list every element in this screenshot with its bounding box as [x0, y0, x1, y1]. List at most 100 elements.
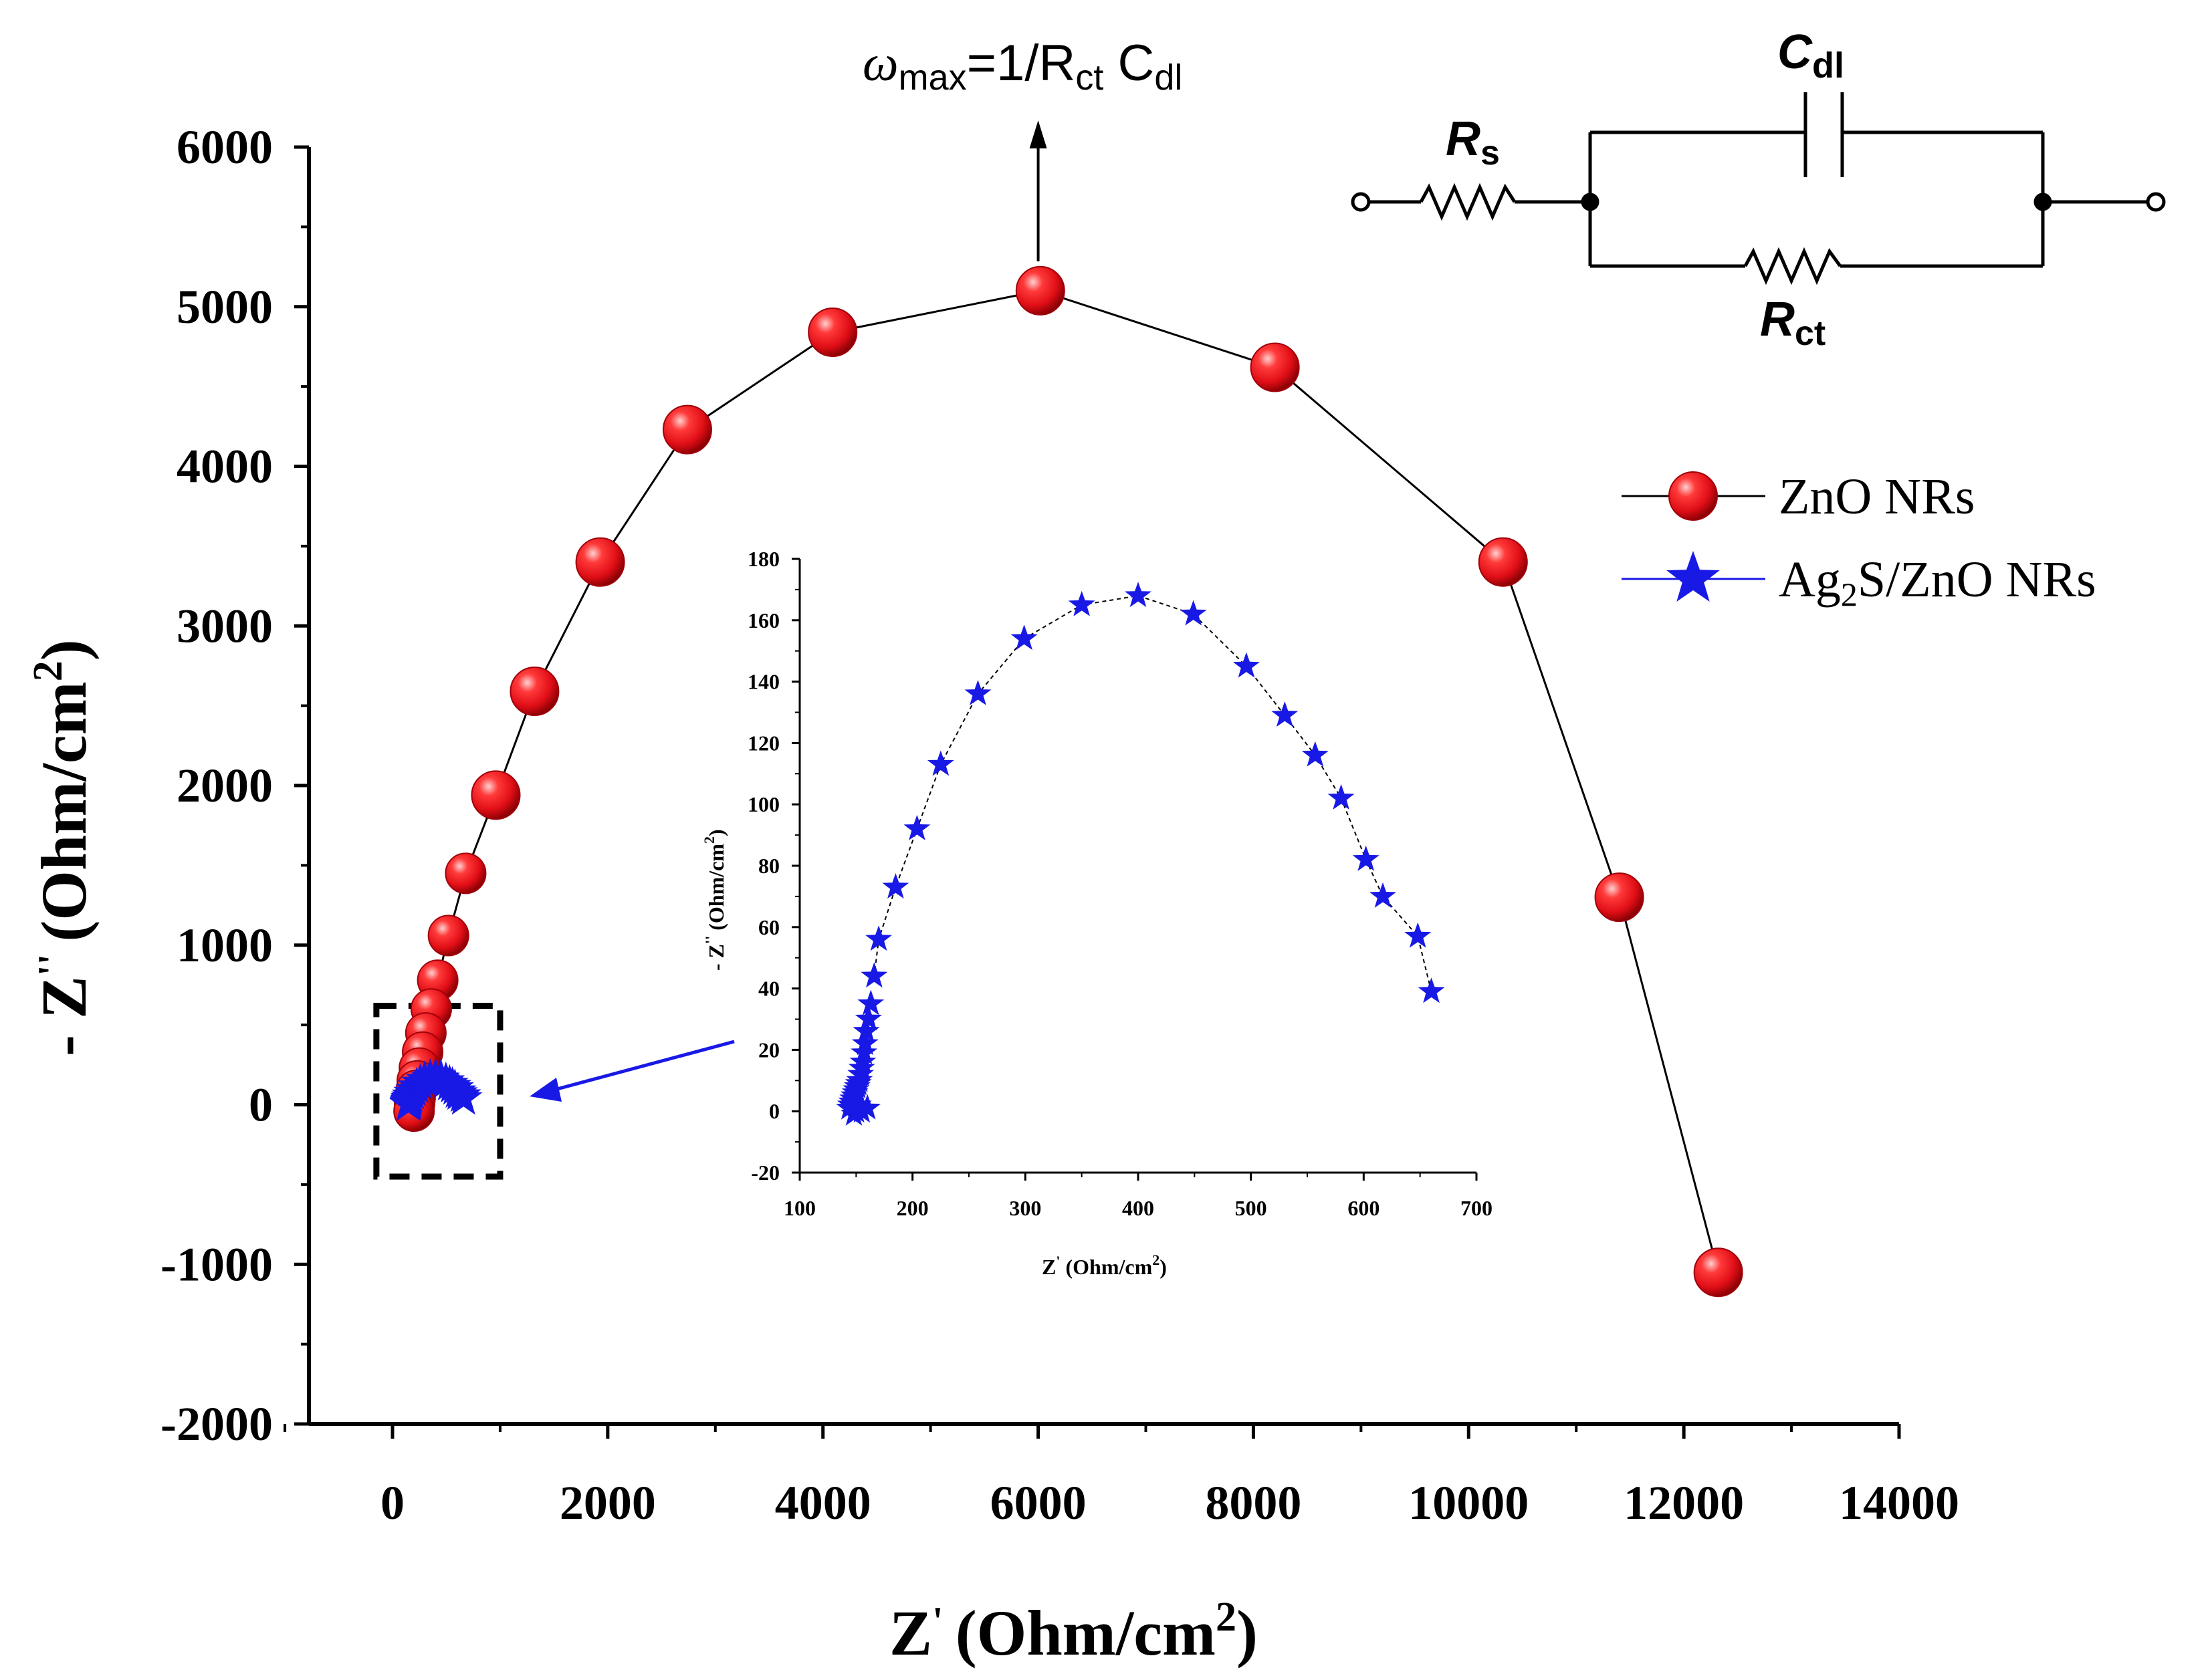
ag2s-data-point — [389, 1084, 428, 1121]
inset-ag2s-data-point — [882, 873, 909, 899]
main-x-tick-label: 14000 — [1839, 1476, 1959, 1530]
inset-ag2s-data-point — [1068, 590, 1095, 616]
main-y-tick-label: -1000 — [160, 1237, 273, 1291]
main-y-tick-label: -2000 — [160, 1397, 273, 1451]
inset-x-tick-label: 400 — [1122, 1196, 1154, 1220]
zno-data-point — [808, 307, 858, 357]
main-x-tick-label: 2000 — [560, 1476, 656, 1530]
zno-data-point — [662, 404, 712, 455]
zoom-box-rect — [373, 1002, 504, 1180]
rs-resistor-icon — [1419, 183, 1517, 221]
zno-data-point — [1693, 1247, 1743, 1298]
rct-resistor-icon — [1743, 247, 1842, 285]
zno-data-point — [1478, 537, 1528, 587]
inset-ag2s-data-point — [1232, 652, 1260, 678]
inset-y-axis-title: - Z''(Ohm/cm2) — [701, 829, 728, 971]
zoom-pointer-arrow — [530, 1040, 735, 1102]
inset-ag2s-data-point — [1271, 701, 1299, 727]
inset-y-tick-label: 160 — [748, 608, 780, 632]
main-y-tick-label: 6000 — [177, 120, 273, 174]
inset-y-tick-label: 100 — [748, 792, 780, 816]
inset-ag2s-data-point — [1180, 600, 1207, 626]
inset-y-tick-label: 80 — [758, 854, 780, 878]
main-y-tick-label: 5000 — [177, 280, 273, 334]
main-x-tick-label: 4000 — [775, 1476, 871, 1530]
inset-ag2s-data-point — [903, 814, 931, 840]
inset-y-ticks: -20 0 20 40 60 80 100 120 140 160 180 — [748, 547, 800, 1185]
zno-data-point — [1015, 265, 1065, 316]
legend-entry-zno: ZnO NRs — [1622, 469, 1975, 525]
main-x-tick-label: 8000 — [1205, 1476, 1301, 1530]
legend-label-ag2s: Ag2S/ZnO NRs — [1779, 552, 2096, 613]
circuit-terminal-left — [1351, 192, 1371, 212]
inset-x-ticks: 100 200 300 400 500 600 700 — [784, 1173, 1492, 1220]
inset-x-axis-title: Z' (Ohm/cm2) — [1042, 1251, 1167, 1279]
main-x-tick-label: 10000 — [1408, 1476, 1529, 1530]
zno-data-point — [575, 537, 625, 587]
inset-ag2s-data-point — [861, 962, 888, 988]
circuit-label-cdl: Cdl — [1777, 25, 1844, 86]
inset-ag2s-data-point — [1418, 977, 1445, 1003]
inset-ag2s-data-point — [853, 1017, 880, 1043]
zno-data-point — [471, 770, 521, 820]
inset-ag2s-data-point — [1404, 922, 1432, 948]
legend-sphere-icon — [1668, 471, 1718, 521]
zoom-box — [373, 1002, 504, 1180]
inset-y-tick-label: 120 — [748, 731, 780, 755]
main-y-tick-label: 4000 — [177, 440, 273, 493]
zno-data-point — [1250, 342, 1300, 392]
inset-ag2s-data-point — [1327, 784, 1355, 810]
zno-data-point — [427, 915, 469, 957]
inset-ag2s-data-point — [1010, 624, 1038, 650]
main-x-tick-label: 12000 — [1624, 1476, 1744, 1530]
inset-ag2s-data-point — [854, 1094, 881, 1120]
inset-ag2s-data-point — [865, 925, 892, 951]
circuit-label-rs: Rs — [1446, 112, 1500, 172]
inset-y-tick-label: 40 — [758, 977, 780, 1001]
inset-x-tick-label: 600 — [1347, 1196, 1379, 1220]
main-y-tick-label: 0 — [249, 1078, 273, 1132]
legend: ZnO NRs Ag2S/ZnO NRs — [1622, 469, 2096, 613]
inset-y-tick-label: 60 — [758, 915, 780, 939]
main-x-tick-label: 6000 — [990, 1476, 1087, 1530]
inset-x-tick-label: 700 — [1460, 1196, 1492, 1220]
inset-ag2s-data-point — [855, 1005, 882, 1031]
inset-ag2s-data-point — [1352, 845, 1379, 871]
inset-series-points — [836, 582, 1445, 1126]
omega-max-arrow — [1029, 120, 1047, 261]
inset-ag2s-data-point — [927, 750, 954, 776]
inset-y-tick-label: 180 — [748, 547, 780, 571]
inset-y-tick-label: -20 — [751, 1161, 780, 1185]
main-y-tick-label: 1000 — [177, 919, 273, 972]
inset-ag2s-data-point — [964, 680, 992, 705]
inset-ag2s-data-point — [857, 989, 885, 1015]
inset-ag2s-data-point — [1125, 582, 1151, 608]
inset-y-tick-label: 140 — [748, 670, 780, 694]
main-series-points — [389, 265, 1743, 1298]
inset-y-tick-label: 0 — [769, 1099, 780, 1123]
inset-ag2s-data-point — [1369, 882, 1396, 908]
main-y-tick-label: 2000 — [177, 759, 273, 812]
inset-x-tick-label: 200 — [897, 1196, 929, 1220]
zno-data-point — [1594, 872, 1644, 923]
main-y-ticks: -2000 -1000 0 1000 2000 3000 4000 5000 6000 — [160, 120, 309, 1451]
main-y-tick-label: 3000 — [177, 599, 273, 652]
main-x-tick-label: 0 — [380, 1476, 405, 1530]
main-axes: 0 2000 4000 6000 8000 10000 12000 14000 -2000-1… — [160, 120, 1959, 1530]
equivalent-circuit — [1351, 92, 2166, 285]
legend-star-icon — [1666, 551, 1720, 602]
circuit-terminal-right — [2146, 192, 2166, 212]
main-x-ticks: 0 2000 4000 6000 8000 10000 12000 14000 — [284, 1424, 1959, 1530]
circuit-label-rct: Rct — [1760, 293, 1826, 353]
inset-x-tick-label: 100 — [784, 1196, 816, 1220]
inset-ag2s-data-point — [1301, 741, 1329, 767]
inset-x-tick-label: 300 — [1009, 1196, 1041, 1220]
main-x-axis-title: Z' (Ohm/cm2) — [889, 1594, 1258, 1669]
inset-ag2s-data-point — [845, 1091, 872, 1116]
legend-label-zno: ZnO NRs — [1779, 469, 1975, 525]
legend-entry-ag2s: Ag2S/ZnO NRs — [1622, 551, 2096, 613]
zno-data-point — [445, 852, 487, 894]
omega-arrow-head — [1029, 120, 1047, 148]
inset-y-tick-label: 20 — [758, 1038, 780, 1062]
